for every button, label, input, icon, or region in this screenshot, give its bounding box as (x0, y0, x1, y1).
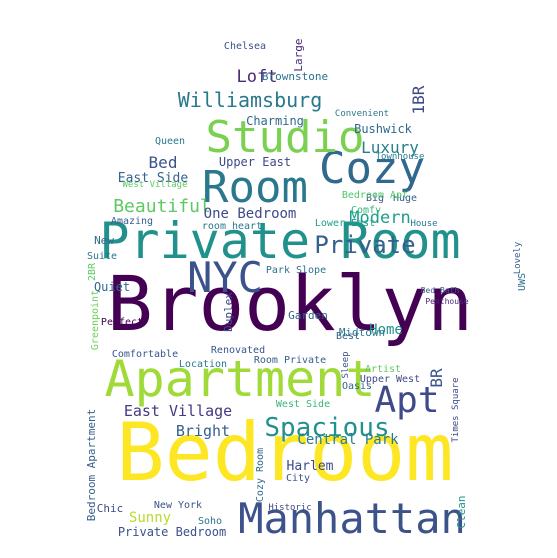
word: Private (314, 231, 415, 259)
word: Upper East (219, 155, 291, 169)
word: Beautiful (113, 196, 211, 217)
word: Bedroom Apt (342, 190, 408, 201)
word: Townhouse (376, 152, 425, 162)
word: Midtown (339, 326, 385, 339)
word: Central Park (297, 432, 399, 448)
word: Spacious (264, 413, 389, 443)
word: Cozy (319, 143, 425, 194)
word: Garden (288, 309, 328, 322)
word: Large (292, 38, 305, 71)
word: room heart (202, 221, 262, 232)
word: Times Square (451, 377, 461, 442)
word: Huge (393, 193, 417, 204)
word: Renovated (211, 345, 265, 356)
word: Bushwick (354, 122, 413, 136)
word: Brownstone (262, 70, 328, 83)
word: House (410, 219, 437, 229)
word: Soho (198, 516, 222, 527)
word: 1BR (409, 85, 428, 114)
word: Cozy Room (255, 448, 266, 502)
word: Location (179, 359, 227, 370)
word: Home (369, 322, 403, 338)
word: Suite (87, 251, 117, 262)
word: BR (427, 368, 446, 388)
word: West Village (122, 180, 187, 190)
word: Bright (176, 422, 230, 440)
word: East Village (124, 402, 232, 420)
word: Harlem (287, 459, 334, 474)
word: Duplex (222, 292, 235, 332)
word: Chelsea (224, 41, 266, 52)
word: Quiet (94, 280, 130, 294)
word: Clean (455, 495, 468, 528)
word: West Side (276, 399, 330, 410)
word: 2BR (87, 262, 98, 281)
word: Bedroom Apartment (85, 409, 98, 522)
word: Luxury (361, 138, 419, 157)
word: Sunny (129, 510, 171, 526)
word: Brooklyn (107, 259, 473, 348)
word: New (94, 234, 114, 247)
word: Chic (97, 502, 124, 515)
word: NYC (187, 253, 263, 302)
word: East Side (118, 171, 189, 186)
word: Penthouse (425, 297, 469, 306)
word: Private Bedroom (118, 525, 226, 539)
word: One Bedroom (204, 206, 297, 222)
word: Artist (365, 364, 401, 375)
word: Apartment (105, 350, 376, 408)
word: Park Slope (266, 265, 326, 276)
word: Room Private (254, 355, 326, 366)
word: Manhattan (238, 494, 466, 543)
word: Upper West (360, 374, 420, 385)
word: Sleep (341, 351, 351, 378)
word: Greenpoint (90, 290, 101, 350)
word: Historic (268, 503, 311, 513)
word: Bedroom (116, 406, 453, 499)
word: Private Room (99, 212, 460, 270)
word: Apt (374, 380, 439, 421)
word: New York (154, 500, 202, 511)
word: Lovely (513, 241, 523, 274)
word: Bed Bath (421, 286, 460, 295)
word: UWS (517, 273, 528, 291)
word: City (286, 473, 310, 484)
word: Lower East (315, 218, 375, 229)
word: Oasis (342, 381, 372, 392)
word: Charming (246, 114, 304, 128)
word: Loft (237, 67, 278, 87)
word: Comfortable (112, 349, 178, 360)
word: Perfect (101, 317, 143, 328)
word: Amazing (111, 216, 153, 227)
word: Big (366, 193, 384, 204)
word: Convenient (335, 109, 389, 119)
word: Bed (149, 153, 178, 172)
word: Comfy (351, 205, 381, 216)
word: Best (336, 331, 360, 342)
word: Studio (206, 112, 365, 163)
word: Queen (155, 136, 185, 147)
word: Modern (349, 208, 410, 228)
word: Room (202, 162, 308, 213)
word: Williamsburg (178, 88, 323, 112)
